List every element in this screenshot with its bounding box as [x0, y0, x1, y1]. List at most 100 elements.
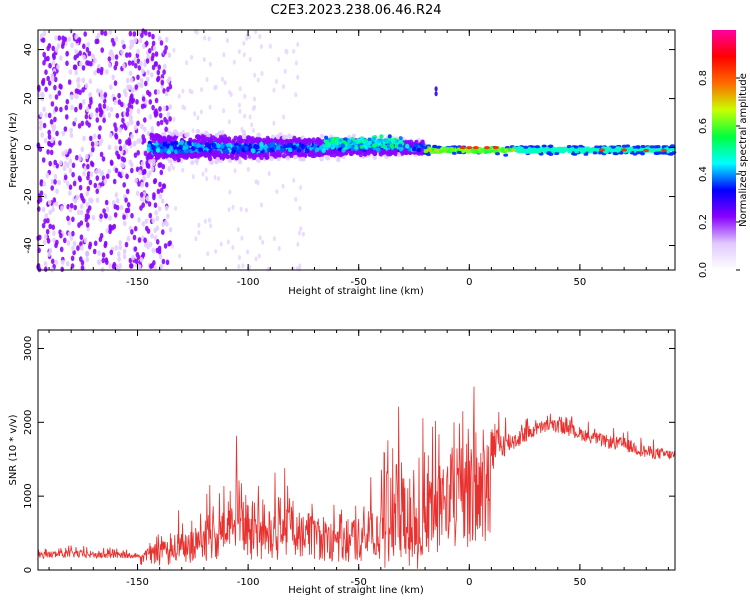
spectrogram-cell: [214, 132, 220, 138]
spectrogram-cell: [652, 148, 658, 152]
spectrogram-cell: [63, 160, 68, 167]
spectrogram-cell: [97, 134, 102, 140]
spectrogram-cell: [287, 133, 292, 139]
spectrogram-cell: [154, 108, 158, 114]
spectrogram-cell: [98, 106, 103, 113]
spectrogram-cell: [108, 215, 112, 221]
spectrogram-cell: [60, 259, 65, 266]
spectrogram-cell: [274, 152, 279, 157]
spectrogram-cell: [242, 40, 246, 46]
spectrogram-cell: [73, 204, 77, 211]
spectrogram-cell: [390, 138, 395, 143]
spectrogram-cell: [163, 49, 167, 55]
spectrogram-cell: [145, 181, 149, 188]
spectrogram-cell: [288, 147, 293, 153]
spectrogram-cell: [47, 129, 51, 136]
spectrogram-cell: [130, 167, 134, 174]
spectrogram-cell: [144, 80, 148, 87]
spectrogram-cell: [45, 228, 50, 235]
spectrogram-cell: [67, 220, 71, 226]
spectrogram-cell: [174, 131, 180, 137]
spectrogram-cell: [200, 134, 205, 139]
spectrogram-cell: [129, 263, 134, 269]
spectrogram-cell: [137, 181, 141, 187]
spectrogram-cell: [47, 140, 51, 147]
spectrogram-cell: [40, 132, 44, 138]
spectrogram-cell: [38, 196, 43, 203]
spectrogram-cell: [161, 258, 166, 265]
spectrogram-cell: [168, 146, 174, 152]
snr-frame: [37, 329, 676, 571]
spectrogram-cell: [276, 145, 281, 151]
spectrogram-cell: [51, 60, 56, 66]
spectrogram-cell: [43, 137, 48, 144]
spectrogram-cell: [50, 101, 55, 107]
spectrogram-cell: [107, 56, 112, 62]
spectrogram-cell: [610, 145, 616, 149]
spectrogram-cell: [207, 156, 213, 162]
spectrogram-cell: [113, 99, 118, 106]
spectrogram-cell: [72, 180, 77, 187]
spectrogram-cell: [74, 34, 78, 40]
spectrogram-cell: [159, 187, 164, 194]
spectrogram-cell: [101, 257, 106, 264]
spectrogram-cell: [267, 171, 271, 177]
spectrogram-cell: [48, 209, 52, 216]
spectrogram-cell: [54, 201, 59, 207]
spectrogram-cell: [130, 212, 134, 219]
spectrogram-x-label: Height of straight line (km): [288, 286, 424, 297]
spectrogram-cell: [79, 234, 84, 240]
spectrogram-cell: [343, 137, 348, 142]
spectrogram-cell: [280, 147, 285, 153]
spectrogram-cell: [574, 150, 579, 154]
spectrogram-cell: [326, 150, 331, 156]
spectrogram-cell: [127, 60, 132, 66]
spectrogram-cell: [44, 213, 49, 219]
spectrogram-cell: [137, 65, 142, 71]
spectrogram-cell: [86, 174, 90, 181]
spectrogram-cell: [60, 43, 65, 49]
snr-series-line: [37, 386, 676, 569]
spectrogram-cell: [47, 199, 52, 206]
spectrogram-cell: [258, 235, 262, 241]
spectrogram-cell: [144, 30, 148, 36]
spectrogram-cell: [42, 30, 47, 37]
spectrogram-y-ticks: -40 -20 0 20 40: [23, 43, 675, 254]
spectrogram-cell: [50, 137, 54, 144]
spectrogram-cell: [272, 120, 276, 126]
spectrogram-cell: [250, 139, 256, 144]
spectrogram-cell: [80, 265, 85, 271]
spectrogram-cell: [138, 169, 142, 176]
spectrogram-cell: [114, 192, 119, 198]
spectrogram-cell: [166, 78, 171, 84]
snr-x-tick-label: 50: [574, 577, 587, 588]
spectrogram-cell: [148, 212, 153, 219]
spectrogram-cell: [184, 155, 189, 160]
spectrogram-cell: [161, 229, 165, 235]
spectrogram-cell: [150, 72, 154, 78]
spectrogram-cell: [324, 135, 329, 140]
spectrogram-cell: [115, 112, 120, 119]
spectrogram-cell: [81, 77, 86, 84]
spectrogram-cell: [139, 196, 144, 202]
spectrogram-x-tick-label: 50: [574, 277, 587, 288]
spectrogram-cell: [131, 60, 135, 66]
spectrogram-cell: [82, 170, 86, 177]
spectrogram-cell: [137, 264, 142, 270]
spectrogram-cell: [172, 145, 178, 150]
spectrogram-cell: [226, 142, 231, 148]
spectrogram-cell: [208, 104, 212, 110]
spectrogram-cell: [483, 150, 489, 154]
spectrogram-cell: [216, 143, 221, 149]
spectrogram-cell: [151, 33, 155, 40]
spectrogram-cell: [133, 225, 138, 232]
spectrogram-cell: [459, 146, 466, 150]
spectrogram-cell: [158, 181, 162, 188]
spectrogram-cell: [639, 151, 645, 155]
spectrogram-cell: [158, 106, 162, 112]
spectrogram-y-label: Frequency (Hz): [8, 112, 19, 188]
colorbar-tick-label: 0.6: [698, 118, 709, 134]
spectrogram-cell: [544, 146, 550, 150]
spectrogram-cell: [46, 75, 50, 82]
spectrogram-cell: [85, 46, 90, 53]
